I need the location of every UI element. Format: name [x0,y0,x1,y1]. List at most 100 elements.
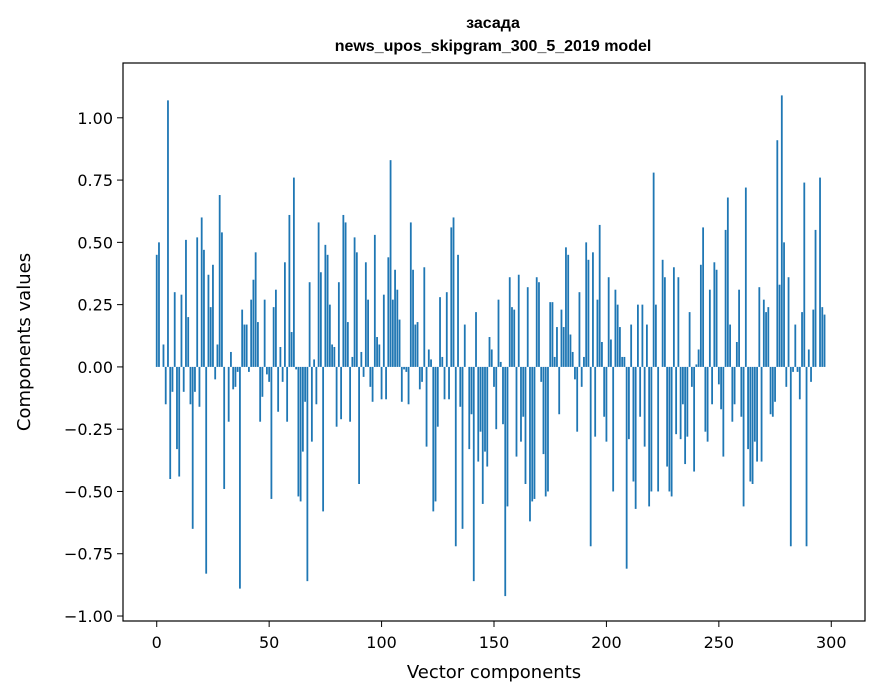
bar-193 [589,366,592,547]
bar-278 [780,95,783,367]
y-axis-label: Components values [14,253,35,431]
bar-223 [657,366,660,492]
bar-152 [497,299,500,367]
plot-frame [122,62,866,622]
y-tick-label-6: −0.50 [64,482,113,501]
bar-270 [762,299,765,367]
bar-55 [279,346,282,367]
bar-168 [533,366,536,499]
bar-95 [369,366,372,387]
bar-187 [576,366,579,432]
bar-107 [396,289,399,367]
bar-292 [812,309,815,367]
bar-164 [524,366,527,484]
bar-242 [699,264,702,367]
bar-3 [162,344,165,367]
y-tick-label-2: 0.50 [77,233,113,252]
bar-87 [351,356,354,367]
bar-286 [798,366,801,400]
bar-144 [479,366,482,432]
bar-20 [200,217,203,367]
bar-245 [706,366,709,442]
bar-0 [155,254,158,367]
bar-249 [715,269,718,367]
y-tick-label-7: −0.75 [64,545,113,564]
bar-191 [585,242,588,367]
bar-175 [549,302,552,367]
bar-109 [400,366,403,402]
bar-209 [625,366,628,569]
y-ticks: 1.00 0.75 0.50 0.25 0.00 −0.25 −0.50 −0.75 −1.00 [64,109,123,626]
bar-37 [239,366,241,589]
bar-63 [297,366,300,497]
bar-225 [661,259,664,367]
bar-200 [605,366,608,442]
bar-251 [720,366,722,410]
bar-190 [583,356,585,367]
bar-184 [569,334,572,367]
bar-215 [639,366,642,417]
bar-82 [340,366,343,420]
bar-285 [796,366,799,372]
x-axis-label: Vector components [407,662,581,683]
bar-125 [436,366,439,427]
bar-85 [346,322,349,367]
bar-157 [508,277,511,367]
bar-5 [167,100,169,367]
bar-227 [666,366,669,467]
bar-90 [358,366,360,484]
bar-201 [607,277,610,367]
bar-130 [448,366,450,400]
bar-166 [529,366,531,522]
bar-180 [560,309,563,367]
bar-239 [693,366,696,472]
bar-252 [722,366,725,457]
bar-32 [227,366,230,422]
bar-146 [484,366,486,452]
bar-77 [328,304,331,367]
bar-36 [236,366,239,372]
bar-158 [511,307,513,367]
bar-53 [274,289,277,367]
bar-80 [335,366,338,427]
bar-106 [394,269,396,367]
bar-72 [317,222,320,367]
bar-75 [324,244,327,367]
bar-76 [326,254,329,367]
bar-29 [221,232,223,367]
bar-52 [272,307,275,367]
bar-79 [333,346,336,367]
bar-74 [322,366,325,512]
bar-226 [663,277,666,367]
bar-110 [403,366,405,370]
bar-271 [765,312,767,367]
bar-44 [254,252,257,367]
bar-120 [425,366,428,447]
bar-94 [367,299,369,367]
bar-8 [173,292,176,367]
bar-197 [598,224,601,367]
bar-241 [697,349,700,367]
bar-205 [616,304,619,367]
bar-244 [704,366,707,432]
bar-100 [380,366,383,400]
bar-91 [360,351,363,367]
bar-127 [441,356,444,367]
bar-68 [308,282,311,367]
bar-28 [218,195,221,367]
bar-279 [783,242,785,367]
bar-35 [234,366,237,387]
bar-84 [344,222,347,367]
bar-238 [690,366,693,387]
bar-185 [571,351,574,367]
bar-16 [191,366,194,529]
bar-258 [735,342,738,367]
y-tick-label-5: −0.25 [64,420,113,439]
bar-259 [738,289,740,367]
bar-21 [203,249,205,367]
bar-253 [724,229,727,367]
bar-145 [481,366,484,504]
bar-181 [562,327,565,367]
bar-235 [684,366,687,465]
